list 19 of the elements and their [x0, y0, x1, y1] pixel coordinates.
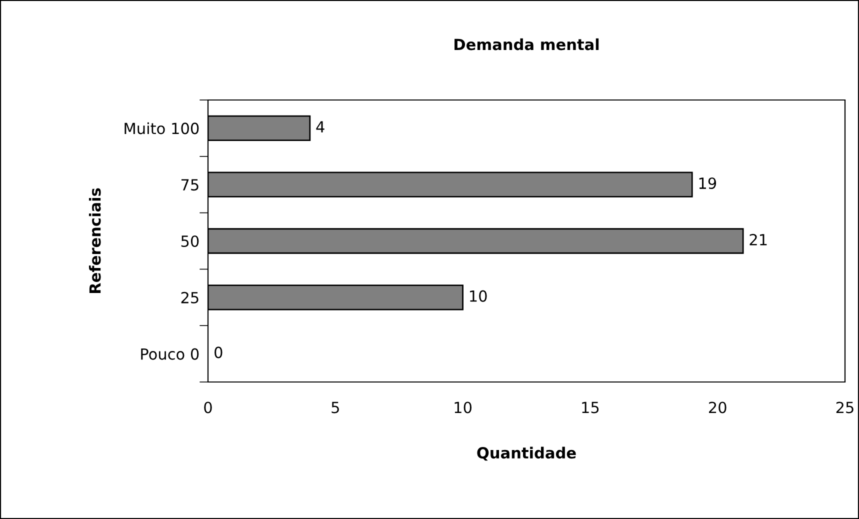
y-tick-label: 25 — [181, 292, 198, 304]
data-label: 4 — [316, 121, 324, 132]
x-tick-label: 15 — [582, 402, 599, 414]
y-tick-label: Muito 100 — [124, 122, 199, 134]
x-tick-label: 10 — [454, 402, 472, 414]
x-tick-label: 25 — [836, 402, 854, 414]
data-label: 10 — [470, 290, 487, 302]
y-tick-label: 75 — [181, 179, 198, 191]
chart-title: Demanda mental — [454, 38, 599, 50]
y-tick-label: Pouco 0 — [141, 348, 199, 360]
x-tick-label: 20 — [709, 402, 726, 414]
x-tick-label: 0 — [204, 402, 212, 414]
y-tick-label: 50 — [181, 235, 199, 248]
data-label: 21 — [750, 234, 767, 246]
y-axis-title: Referenciais — [88, 188, 101, 294]
x-axis-title: Quantidade — [477, 446, 576, 461]
data-label: 0 — [214, 346, 222, 358]
x-tick-label: 5 — [332, 402, 339, 414]
data-label: 19 — [699, 177, 716, 190]
